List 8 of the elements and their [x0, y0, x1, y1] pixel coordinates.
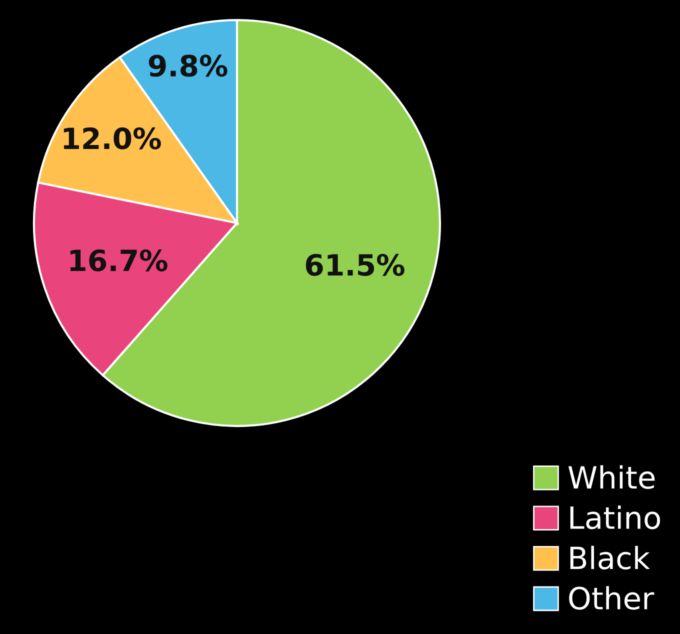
legend-label: Other: [569, 586, 654, 610]
data-label: 61.5%: [306, 254, 404, 276]
data-label: 12.0%: [64, 127, 161, 150]
legend-label: Latino: [570, 506, 660, 530]
data-label: 16.7%: [70, 249, 168, 272]
data-label: 9.8%: [148, 54, 228, 77]
legend-label: Black: [570, 546, 650, 570]
legend-label: White: [568, 465, 655, 489]
